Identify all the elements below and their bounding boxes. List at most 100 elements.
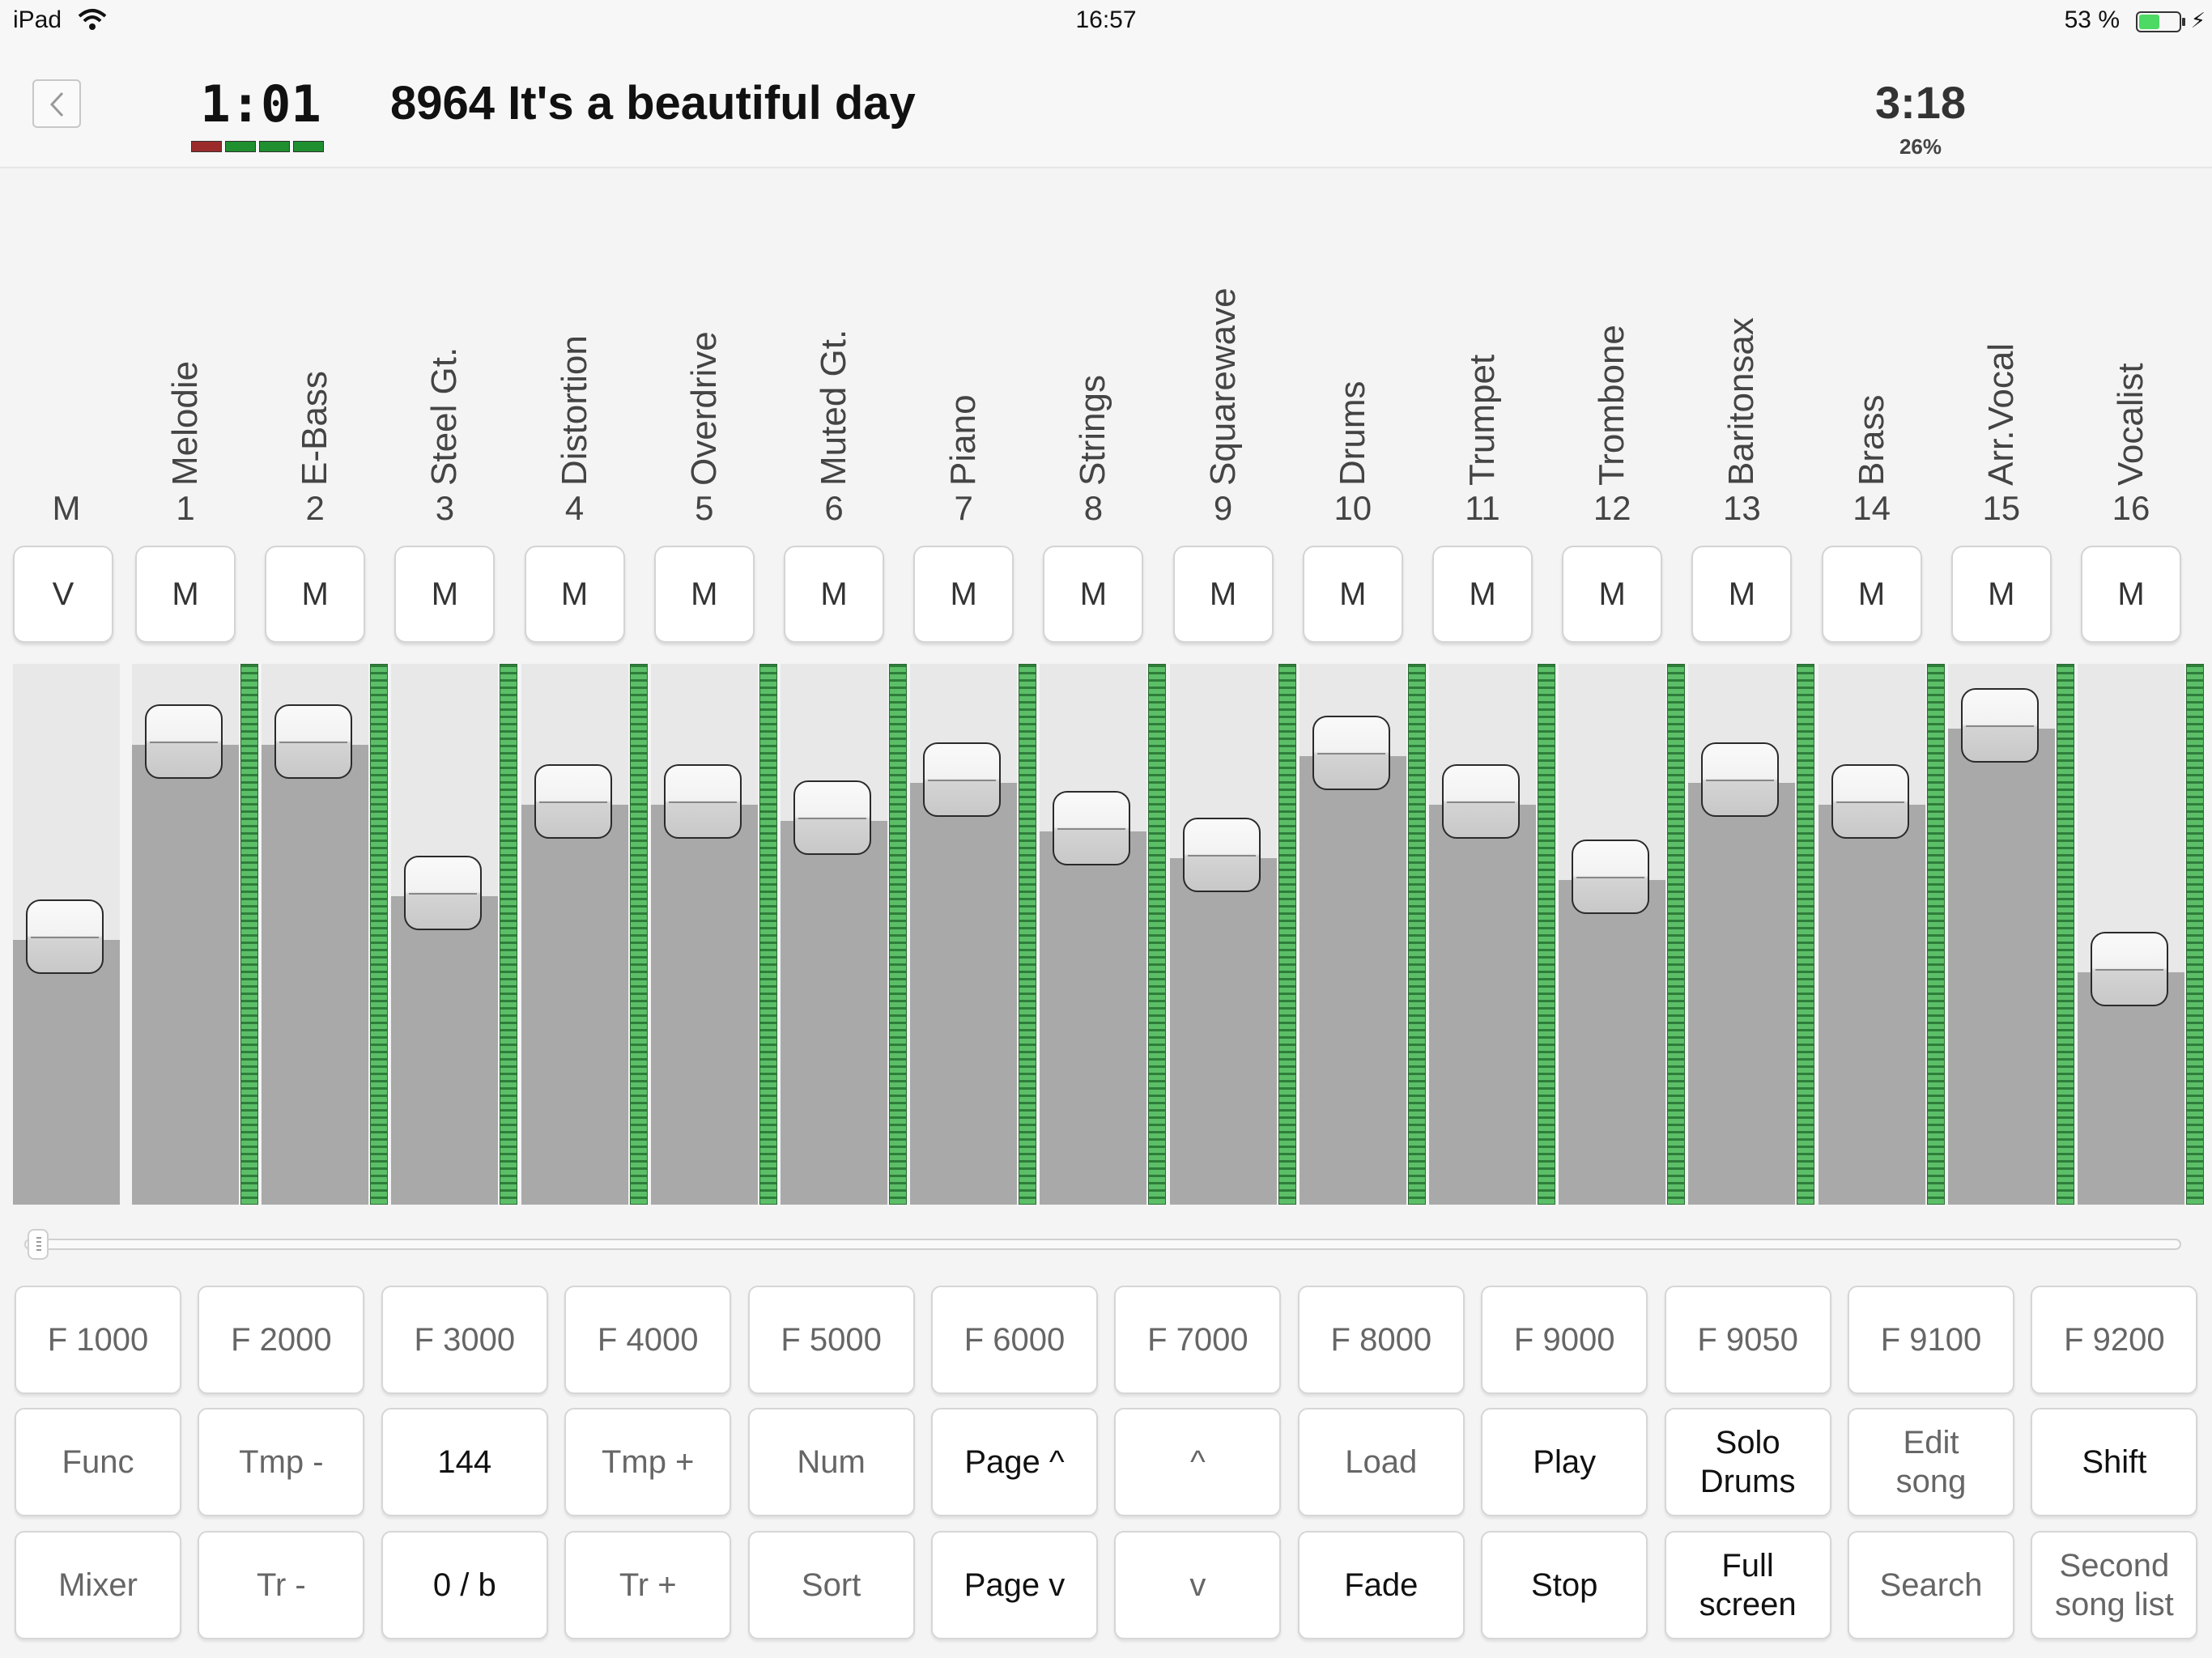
key-num[interactable]: Num	[747, 1408, 915, 1516]
key-f-1000[interactable]: F 1000	[15, 1286, 181, 1394]
fader-knob[interactable]	[663, 763, 742, 839]
channel-fader[interactable]	[1299, 664, 1406, 1205]
fader-knob[interactable]	[793, 780, 871, 855]
key-[interactable]: ^	[1114, 1408, 1282, 1516]
fader-knob[interactable]	[1182, 818, 1261, 893]
mute-button[interactable]: M	[1043, 546, 1144, 643]
level-meter	[1019, 664, 1037, 1205]
fader-knob[interactable]	[404, 856, 483, 931]
mute-button[interactable]: M	[265, 546, 366, 643]
fader-knob[interactable]	[274, 704, 353, 780]
key-f-6000[interactable]: F 6000	[931, 1286, 1098, 1394]
clock: 16:57	[1075, 6, 1137, 33]
master-button[interactable]: V	[13, 546, 113, 643]
channel-fader[interactable]	[1169, 664, 1277, 1205]
scrollbar-thumb[interactable]	[28, 1229, 49, 1260]
fader-knob[interactable]	[1831, 763, 1909, 839]
fader-knob[interactable]	[1572, 840, 1650, 915]
mute-button[interactable]: M	[913, 546, 1015, 643]
back-button[interactable]	[32, 79, 81, 128]
channel-fader[interactable]	[391, 664, 499, 1205]
channel-fader[interactable]	[1559, 664, 1666, 1205]
channel-name: Trombone	[1592, 325, 1632, 486]
key-f-4000[interactable]: F 4000	[564, 1286, 732, 1394]
key-f-5000[interactable]: F 5000	[747, 1286, 915, 1394]
key-v[interactable]: v	[1114, 1531, 1282, 1639]
mute-button[interactable]: M	[1821, 546, 1922, 643]
key-tr[interactable]: Tr +	[564, 1531, 732, 1639]
mute-button[interactable]: M	[1172, 546, 1274, 643]
key-f-7000[interactable]: F 7000	[1114, 1286, 1282, 1394]
key-f-2000[interactable]: F 2000	[198, 1286, 365, 1394]
channel-fader[interactable]	[910, 664, 1018, 1205]
mute-button[interactable]: M	[1950, 546, 2052, 643]
key-144[interactable]: 144	[381, 1408, 548, 1516]
beat-light	[293, 141, 324, 152]
key-shift[interactable]: Shift	[2031, 1408, 2198, 1516]
mute-button[interactable]: M	[394, 546, 496, 643]
channel-fader[interactable]	[781, 664, 887, 1205]
key-f-9200[interactable]: F 9200	[2031, 1286, 2198, 1394]
channel-number: 3	[435, 489, 455, 527]
channel-name: Distortion	[554, 335, 594, 486]
mute-button[interactable]: M	[1432, 546, 1533, 643]
mute-button[interactable]: M	[1691, 546, 1793, 643]
key-second-song-list[interactable]: Second song list	[2031, 1531, 2198, 1639]
key-tmp[interactable]: Tmp +	[564, 1408, 732, 1516]
key-fade[interactable]: Fade	[1297, 1531, 1465, 1639]
channel-fader[interactable]	[1429, 664, 1536, 1205]
key-stop[interactable]: Stop	[1481, 1531, 1648, 1639]
fader-knob[interactable]	[1701, 742, 1780, 817]
master-fader[interactable]	[13, 664, 120, 1205]
key-page-v[interactable]: Page v	[931, 1531, 1098, 1639]
mute-button[interactable]: M	[135, 546, 236, 643]
fader-knob[interactable]	[145, 704, 223, 780]
channel-fader[interactable]	[1688, 664, 1796, 1205]
fader-knob[interactable]	[1442, 763, 1520, 839]
channel-fader[interactable]	[650, 664, 758, 1205]
fader-knob[interactable]	[1312, 715, 1390, 790]
key-tmp[interactable]: Tmp -	[198, 1408, 365, 1516]
key-f-9050[interactable]: F 9050	[1664, 1286, 1831, 1394]
channel-fader[interactable]	[1040, 664, 1147, 1205]
key-solo-drums[interactable]: Solo Drums	[1664, 1408, 1831, 1516]
channel-name: E-Bass	[295, 371, 335, 486]
key-f-8000[interactable]: F 8000	[1297, 1286, 1465, 1394]
mute-button[interactable]: M	[524, 546, 625, 643]
key-0-b[interactable]: 0 / b	[381, 1531, 548, 1639]
channel-fader[interactable]	[132, 664, 239, 1205]
channel-fader[interactable]	[262, 664, 369, 1205]
key-f-3000[interactable]: F 3000	[381, 1286, 548, 1394]
mute-button[interactable]: M	[784, 546, 884, 643]
key-sort[interactable]: Sort	[747, 1531, 915, 1639]
channel-fader[interactable]	[1947, 664, 2055, 1205]
status-bar: iPad 16:57 53 % ⚡	[0, 0, 2212, 45]
key-page[interactable]: Page ^	[931, 1408, 1098, 1516]
fader-knob[interactable]	[534, 763, 612, 839]
key-edit-song[interactable]: Edit song	[1848, 1408, 2014, 1516]
key-play[interactable]: Play	[1481, 1408, 1648, 1516]
key-func[interactable]: Func	[15, 1408, 181, 1516]
mute-button[interactable]: M	[1302, 546, 1403, 643]
mixer-scrollbar[interactable]	[24, 1239, 2181, 1250]
channel-fader[interactable]	[1818, 664, 1925, 1205]
level-meter	[500, 664, 518, 1205]
key-mixer[interactable]: Mixer	[15, 1531, 181, 1639]
fader-knob[interactable]	[1053, 791, 1131, 866]
mute-button[interactable]: M	[2081, 546, 2181, 643]
key-tr[interactable]: Tr -	[198, 1531, 365, 1639]
key-f-9100[interactable]: F 9100	[1848, 1286, 2014, 1394]
fader-knob[interactable]	[1960, 688, 2039, 763]
channel-fader[interactable]	[521, 664, 628, 1205]
mute-button[interactable]: M	[653, 546, 755, 643]
fader-knob[interactable]	[2091, 931, 2168, 1006]
master-fader-knob[interactable]	[26, 899, 104, 974]
song-position: 1:01	[200, 74, 321, 134]
mute-button[interactable]: M	[1562, 546, 1663, 643]
key-f-9000[interactable]: F 9000	[1481, 1286, 1648, 1394]
channel-fader[interactable]	[2078, 664, 2184, 1205]
key-load[interactable]: Load	[1297, 1408, 1465, 1516]
fader-knob[interactable]	[923, 742, 1002, 817]
key-full-screen[interactable]: Full screen	[1664, 1531, 1831, 1639]
key-search[interactable]: Search	[1848, 1531, 2014, 1639]
